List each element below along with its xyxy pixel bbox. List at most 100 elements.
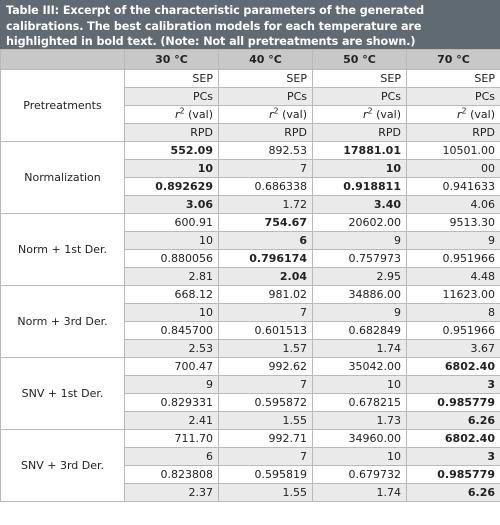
- value-cell: 34886.00: [312, 285, 407, 304]
- table-row: 0.845700 0.601513 0.682849 0.951966: [1, 321, 500, 340]
- value-cell: 00: [406, 159, 500, 178]
- value-cell: 1.74: [312, 483, 407, 502]
- value-cell: 10: [124, 159, 219, 178]
- value-cell: 0.951966: [406, 321, 500, 340]
- parameter-label: r2 (val): [312, 105, 407, 124]
- table-row: 0.829331 0.595872 0.678215 0.985779: [1, 393, 500, 412]
- value-cell: 4.48: [406, 267, 500, 286]
- value-cell: 1.57: [218, 339, 313, 358]
- value-cell: 0.679732: [312, 465, 407, 484]
- table-row: SNV + 3rd Der. 711.70 992.71 34960.00 6802.4…: [0, 429, 500, 502]
- table-row: 10 7 9 8: [1, 303, 500, 322]
- value-cell: 700.47: [124, 357, 219, 376]
- value-cell: 0.796174: [218, 249, 313, 268]
- value-cell: 2.95: [312, 267, 407, 286]
- parameter-label: r2 (val): [406, 105, 500, 124]
- value-cell: 9: [312, 303, 407, 322]
- table-row: Norm + 3rd Der. 668.12 981.02 34886.00 11623…: [0, 285, 500, 358]
- value-cell: 0.757973: [312, 249, 407, 268]
- table-row: 10 6 9 9: [1, 231, 500, 250]
- value-cell: 711.70: [124, 429, 219, 448]
- value-cell: 3: [406, 447, 500, 466]
- group-label: Norm + 3rd Der.: [0, 285, 125, 358]
- parameter-label: RPD: [406, 123, 500, 142]
- parameter-label: SEP: [124, 69, 219, 88]
- value-cell: 9: [406, 231, 500, 250]
- value-cell: 1.55: [218, 483, 313, 502]
- value-cell: 3.40: [312, 195, 407, 214]
- value-cell: 10: [124, 303, 219, 322]
- value-cell: 3: [406, 375, 500, 394]
- parameter-label: RPD: [218, 123, 313, 142]
- value-cell: 0.845700: [124, 321, 219, 340]
- value-cell: 1.73: [312, 411, 407, 430]
- parameter-label: RPD: [124, 123, 219, 142]
- value-cell: 992.62: [218, 357, 313, 376]
- value-cell: 0.595872: [218, 393, 313, 412]
- parameter-label: SEP: [312, 69, 407, 88]
- parameter-label: PCs: [218, 87, 313, 106]
- table-row: 0.823808 0.595819 0.679732 0.985779: [1, 465, 500, 484]
- table-caption: Table III: Excerpt of the characteristic…: [0, 0, 500, 49]
- table-row: 9 7 10 3: [1, 375, 500, 394]
- value-cell: 9: [312, 231, 407, 250]
- parameter-label: r2 (val): [218, 105, 313, 124]
- value-cell: 7: [218, 447, 313, 466]
- value-cell: 7: [218, 159, 313, 178]
- value-cell: 1.72: [218, 195, 313, 214]
- value-cell: 10501.00: [406, 141, 500, 160]
- header-50c: 50 °C: [312, 49, 407, 70]
- parameter-label: PCs: [406, 87, 500, 106]
- value-cell: 10: [312, 375, 407, 394]
- value-cell: 0.951966: [406, 249, 500, 268]
- table-row: Norm + 1st Der. 600.91 754.67 20602.00 9513.…: [0, 213, 500, 286]
- value-cell: 10: [124, 231, 219, 250]
- table-row: 0.880056 0.796174 0.757973 0.951966: [1, 249, 500, 268]
- pretreatment-row: RPD RPD RPD RPD: [1, 123, 500, 142]
- value-cell: 8: [406, 303, 500, 322]
- value-cell: 0.686338: [218, 177, 313, 196]
- value-cell: 34960.00: [312, 429, 407, 448]
- value-cell: 6: [124, 447, 219, 466]
- table-row: 2.81 2.04 2.95 4.48: [1, 267, 500, 286]
- value-cell: 2.37: [124, 483, 219, 502]
- table-row: Normalization 552.09 892.53 17881.01 10501.0…: [0, 141, 500, 214]
- value-cell: 20602.00: [312, 213, 407, 232]
- group-label: Normalization: [0, 141, 125, 214]
- value-cell: 0.941633: [406, 177, 500, 196]
- calibration-table: 30 °C 40 °C 50 °C 70 °C Pretreatments SEP…: [0, 49, 500, 502]
- value-cell: 10: [312, 159, 407, 178]
- group-label: Norm + 1st Der.: [0, 213, 125, 286]
- value-cell: 0.678215: [312, 393, 407, 412]
- group-label: SNV + 3rd Der.: [0, 429, 125, 502]
- parameter-label: PCs: [124, 87, 219, 106]
- value-cell: 0.601513: [218, 321, 313, 340]
- group-label: Pretreatments: [0, 69, 125, 142]
- value-cell: 600.91: [124, 213, 219, 232]
- parameter-label: r2 (val): [124, 105, 219, 124]
- value-cell: 892.53: [218, 141, 313, 160]
- pretreatment-row: PCs PCs PCs PCs: [1, 87, 500, 106]
- value-cell: 6802.40: [406, 429, 500, 448]
- value-cell: 1.55: [218, 411, 313, 430]
- table-body: Pretreatments SEP SEP SEP SEP PCs PCs PCs PCs r2 …: [0, 69, 500, 502]
- value-cell: 754.67: [218, 213, 313, 232]
- value-cell: 7: [218, 375, 313, 394]
- parameter-label: SEP: [218, 69, 313, 88]
- table-row: 3.06 1.72 3.40 4.06: [1, 195, 500, 214]
- value-cell: 2.81: [124, 267, 219, 286]
- value-cell: 6.26: [406, 411, 500, 430]
- value-cell: 1.74: [312, 339, 407, 358]
- value-cell: 2.41: [124, 411, 219, 430]
- value-cell: 0.880056: [124, 249, 219, 268]
- value-cell: 17881.01: [312, 141, 407, 160]
- value-cell: 4.06: [406, 195, 500, 214]
- header-40c: 40 °C: [218, 49, 313, 70]
- value-cell: 0.823808: [124, 465, 219, 484]
- value-cell: 9: [124, 375, 219, 394]
- header-30c: 30 °C: [124, 49, 219, 70]
- value-cell: 6: [218, 231, 313, 250]
- value-cell: 0.595819: [218, 465, 313, 484]
- value-cell: 0.682849: [312, 321, 407, 340]
- value-cell: 3.06: [124, 195, 219, 214]
